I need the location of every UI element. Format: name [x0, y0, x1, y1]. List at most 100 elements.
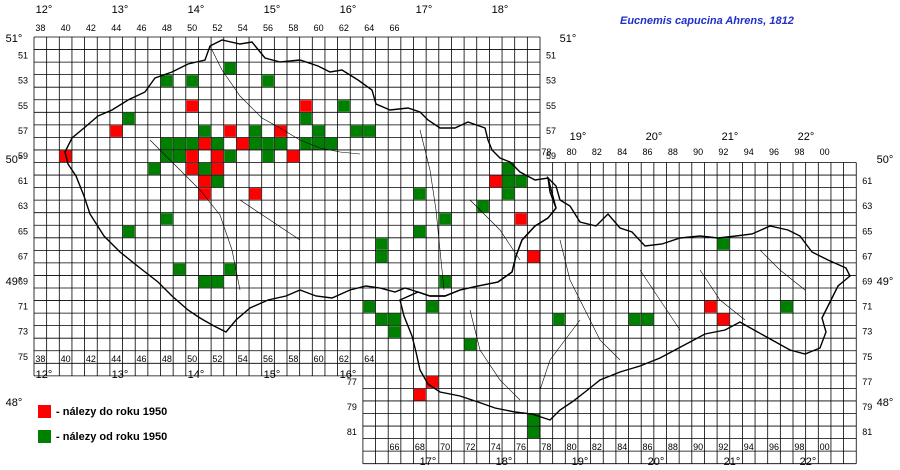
record-since-1950 — [717, 238, 730, 250]
record-since-1950 — [211, 137, 224, 150]
record-before-1950 — [274, 125, 287, 137]
record-before-1950 — [211, 150, 224, 162]
row-label-left: 53 — [18, 76, 28, 86]
river-elbe — [149, 45, 806, 401]
row-label-right-sk: 77 — [862, 377, 872, 387]
record-since-1950 — [161, 150, 173, 162]
column-label-top-sk: 78 — [541, 147, 551, 157]
column-label-top: 38 — [35, 23, 45, 33]
column-label-bottom: 42 — [86, 354, 96, 364]
record-before-1950 — [489, 175, 502, 188]
column-label-bottom-sk: 90 — [693, 442, 703, 452]
record-since-1950 — [515, 175, 527, 188]
column-label-top: 66 — [390, 23, 400, 33]
record-since-1950 — [173, 150, 186, 162]
record-before-1950 — [527, 250, 540, 263]
row-label-right: 51 — [546, 51, 556, 61]
record-before-1950 — [704, 301, 717, 313]
column-label-bottom: 46 — [137, 354, 147, 364]
row-label-left-sk: 79 — [347, 402, 357, 412]
column-label-top: 54 — [238, 23, 248, 33]
record-since-1950 — [249, 137, 262, 150]
czech-border — [64, 39, 557, 333]
record-since-1950 — [376, 313, 388, 326]
record-since-1950 — [224, 150, 236, 162]
row-label-left-sk: 77 — [347, 377, 357, 387]
record-since-1950 — [148, 163, 160, 175]
column-label-bottom-sk: 00 — [820, 442, 830, 452]
column-label-top: 48 — [162, 23, 172, 33]
record-since-1950 — [325, 137, 338, 150]
record-since-1950 — [338, 100, 350, 112]
record-since-1950 — [312, 125, 325, 137]
record-since-1950 — [502, 163, 515, 175]
row-label-right-sk: 69 — [862, 276, 872, 286]
record-before-1950 — [198, 137, 211, 150]
record-since-1950 — [262, 137, 274, 150]
longitude-label-top: 15° — [264, 4, 281, 16]
longitude-label-bottom: 16° — [340, 369, 357, 381]
column-label-bottom: 44 — [111, 354, 121, 364]
legend-swatch-since-1950 — [38, 430, 51, 443]
column-label-top: 56 — [263, 23, 273, 33]
record-since-1950 — [186, 137, 198, 150]
record-since-1950 — [312, 137, 325, 150]
row-label-right-sk: 61 — [862, 176, 872, 186]
longitude-label-bottom: 15° — [264, 369, 281, 381]
column-label-top-sk: 94 — [744, 147, 754, 157]
longitude-label-bottom-sk: 20° — [648, 456, 665, 468]
row-label-left: 71 — [18, 302, 28, 312]
record-since-1950 — [161, 75, 173, 87]
longitude-label-bottom-sk: 22° — [800, 456, 817, 468]
record-before-1950 — [414, 388, 426, 401]
record-since-1950 — [502, 188, 515, 200]
column-label-bottom: 56 — [263, 354, 273, 364]
record-before-1950 — [249, 188, 262, 200]
longitude-label-top: 13° — [112, 4, 129, 16]
column-label-top: 50 — [187, 23, 197, 33]
column-label-bottom: 38 — [35, 354, 45, 364]
row-label-left: 59 — [18, 151, 28, 161]
record-since-1950 — [363, 125, 376, 137]
record-since-1950 — [502, 175, 515, 188]
row-label-right-sk: 73 — [862, 327, 872, 337]
record-since-1950 — [161, 137, 173, 150]
column-label-bottom-sk: 86 — [643, 442, 653, 452]
row-label-right-sk: 79 — [862, 402, 872, 412]
record-since-1950 — [173, 263, 186, 275]
longitude-label-bottom-sk: 18° — [496, 456, 513, 468]
column-label-top: 62 — [339, 23, 349, 33]
longitude-label-bottom-sk: 17° — [420, 456, 437, 468]
column-label-top: 60 — [314, 23, 324, 33]
legend-swatch-before-1950 — [38, 405, 51, 418]
column-label-bottom: 62 — [339, 354, 349, 364]
record-since-1950 — [464, 338, 477, 351]
latitude-label-left: 48° — [6, 397, 23, 409]
record-since-1950 — [262, 150, 274, 162]
row-label-left: 65 — [18, 226, 28, 236]
record-since-1950 — [198, 125, 211, 137]
longitude-label-bottom: 12° — [36, 369, 53, 381]
column-label-bottom-sk: 74 — [491, 442, 501, 452]
column-label-top-sk: 82 — [592, 147, 602, 157]
column-label-bottom-sk: 70 — [440, 442, 450, 452]
row-label-right: 55 — [546, 101, 556, 111]
longitude-label-top: 12° — [36, 4, 53, 16]
column-label-bottom-sk: 94 — [744, 442, 754, 452]
longitude-label-top: 14° — [188, 4, 205, 16]
record-since-1950 — [173, 137, 186, 150]
grid-czech-republic — [33, 36, 541, 377]
slovak-border — [399, 175, 851, 421]
column-label-top-sk: 92 — [718, 147, 728, 157]
record-since-1950 — [426, 301, 439, 313]
longitude-label-top-sk: 20° — [646, 131, 663, 143]
record-since-1950 — [780, 301, 793, 313]
record-since-1950 — [553, 313, 565, 326]
record-since-1950 — [641, 313, 654, 326]
column-label-bottom-sk: 76 — [516, 442, 526, 452]
record-since-1950 — [300, 137, 312, 150]
longitude-label-top: 18° — [492, 4, 509, 16]
column-label-bottom: 40 — [61, 354, 71, 364]
record-since-1950 — [224, 263, 236, 275]
